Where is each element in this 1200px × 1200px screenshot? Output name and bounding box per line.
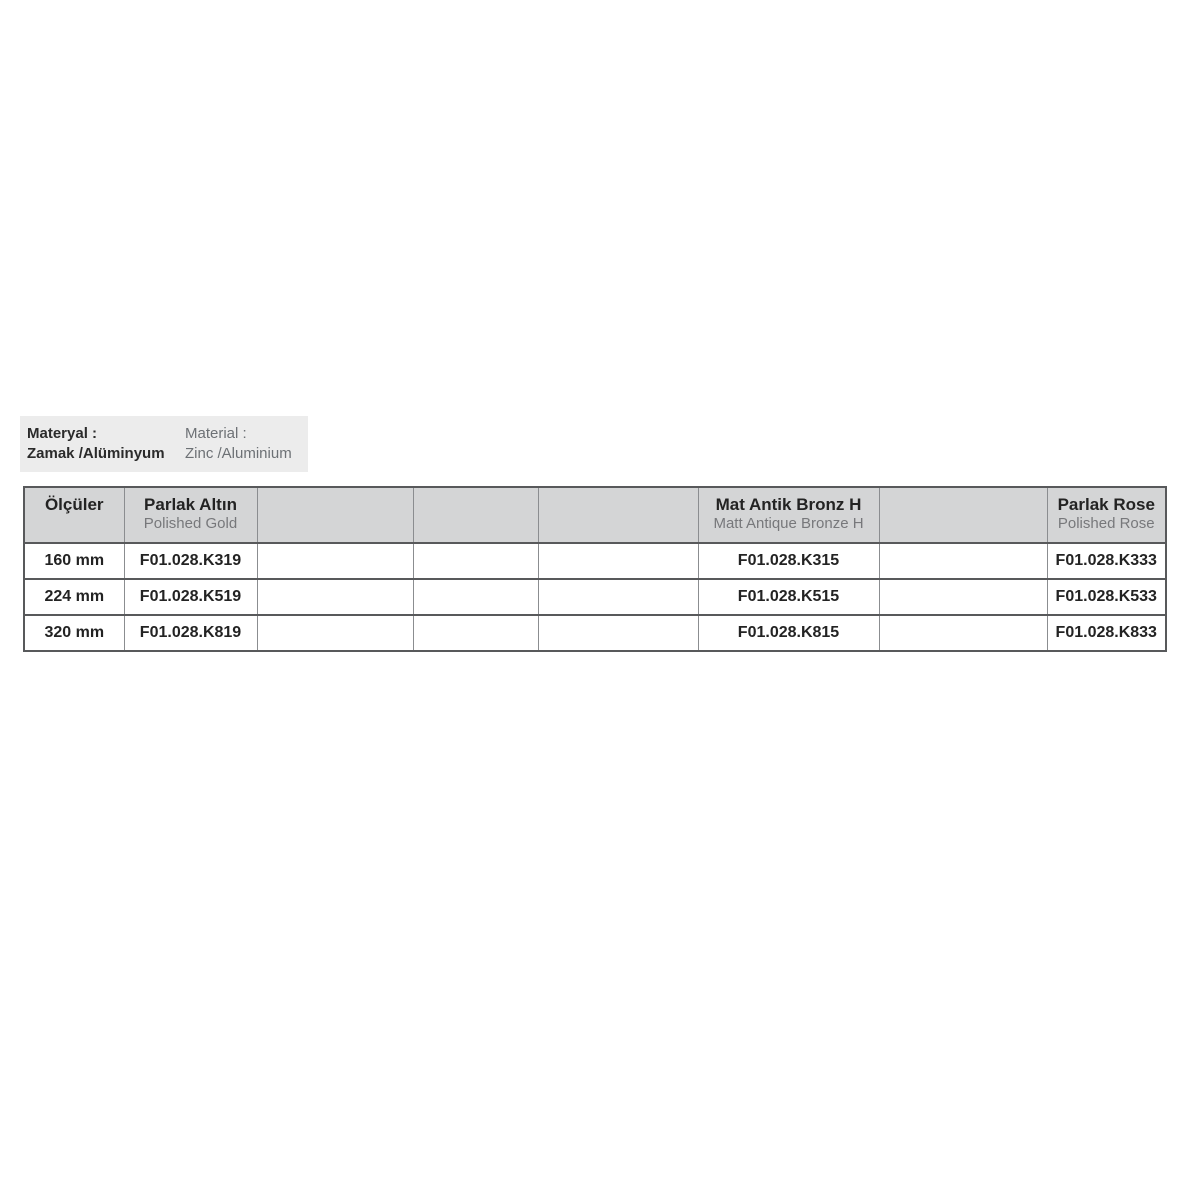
header-olculer: Ölçüler <box>23 486 125 544</box>
header-olculer-label: Ölçüler <box>44 495 104 514</box>
cell-bronze-code-320: F01.028.K815 <box>697 614 880 652</box>
cell-empty <box>878 578 1048 616</box>
cell-rose-code-320: F01.028.K833 <box>1046 614 1167 652</box>
cell-gold-code-320: F01.028.K819 <box>123 614 258 652</box>
cell-empty <box>878 614 1048 652</box>
cell-empty <box>878 542 1048 580</box>
material-info-box: Materyal : Zamak /Alüminyum Material : Z… <box>20 416 308 472</box>
cell-empty <box>412 542 539 580</box>
cell-empty <box>537 614 699 652</box>
cell-empty <box>256 542 414 580</box>
cell-empty <box>256 614 414 652</box>
cell-size-224: 224 mm <box>23 578 125 616</box>
material-english-column: Material : Zinc /Aluminium <box>185 424 292 472</box>
cell-gold-code-160: F01.028.K319 <box>123 542 258 580</box>
header-mat-antik-bronz-label: Mat Antik Bronz H <box>715 495 862 514</box>
cell-empty <box>537 542 699 580</box>
cell-rose-code-224: F01.028.K533 <box>1046 578 1167 616</box>
cell-empty <box>537 578 699 616</box>
table-row-320mm: 320 mm F01.028.K819 F01.028.K815 F01.028… <box>23 614 1167 652</box>
header-polished-rose-label: Polished Rose <box>1057 515 1155 532</box>
header-row: Ölçüler Parlak Altın Polished Gold <box>23 486 1167 544</box>
cell-empty <box>412 614 539 652</box>
cell-size-160: 160 mm <box>23 542 125 580</box>
material-label-tr: Materyal : <box>27 425 98 442</box>
table-row-224mm: 224 mm F01.028.K519 F01.028.K515 F01.028… <box>23 578 1167 616</box>
header-empty-2 <box>412 486 539 544</box>
header-empty-1 <box>256 486 414 544</box>
table-row-160mm: 160 mm F01.028.K319 F01.028.K315 F01.028… <box>23 542 1167 580</box>
header-parlak-rose: Parlak Rose Polished Rose <box>1046 486 1167 544</box>
cell-empty <box>256 578 414 616</box>
header-matt-antique-bronze-label: Matt Antique Bronze H <box>713 515 864 532</box>
header-polished-gold-label: Polished Gold <box>143 515 238 532</box>
cell-size-320: 320 mm <box>23 614 125 652</box>
header-empty-4 <box>878 486 1048 544</box>
cell-bronze-code-160: F01.028.K315 <box>697 542 880 580</box>
material-turkish-column: Materyal : Zamak /Alüminyum <box>27 424 185 472</box>
material-label-en: Material : <box>185 425 247 442</box>
product-spec-table: Ölçüler Parlak Altın Polished Gold <box>23 486 1167 652</box>
header-parlak-altin: Parlak Altın Polished Gold <box>123 486 258 544</box>
cell-gold-code-224: F01.028.K519 <box>123 578 258 616</box>
header-parlak-rose-label: Parlak Rose <box>1057 495 1155 514</box>
header-mat-antik-bronz: Mat Antik Bronz H Matt Antique Bronze H <box>697 486 880 544</box>
header-empty-3 <box>537 486 699 544</box>
cell-bronze-code-224: F01.028.K515 <box>697 578 880 616</box>
material-value-tr: Zamak /Alüminyum <box>27 445 165 462</box>
header-parlak-altin-label: Parlak Altın <box>144 495 237 514</box>
cell-empty <box>412 578 539 616</box>
cell-rose-code-160: F01.028.K333 <box>1046 542 1167 580</box>
material-value-en: Zinc /Aluminium <box>185 445 292 462</box>
